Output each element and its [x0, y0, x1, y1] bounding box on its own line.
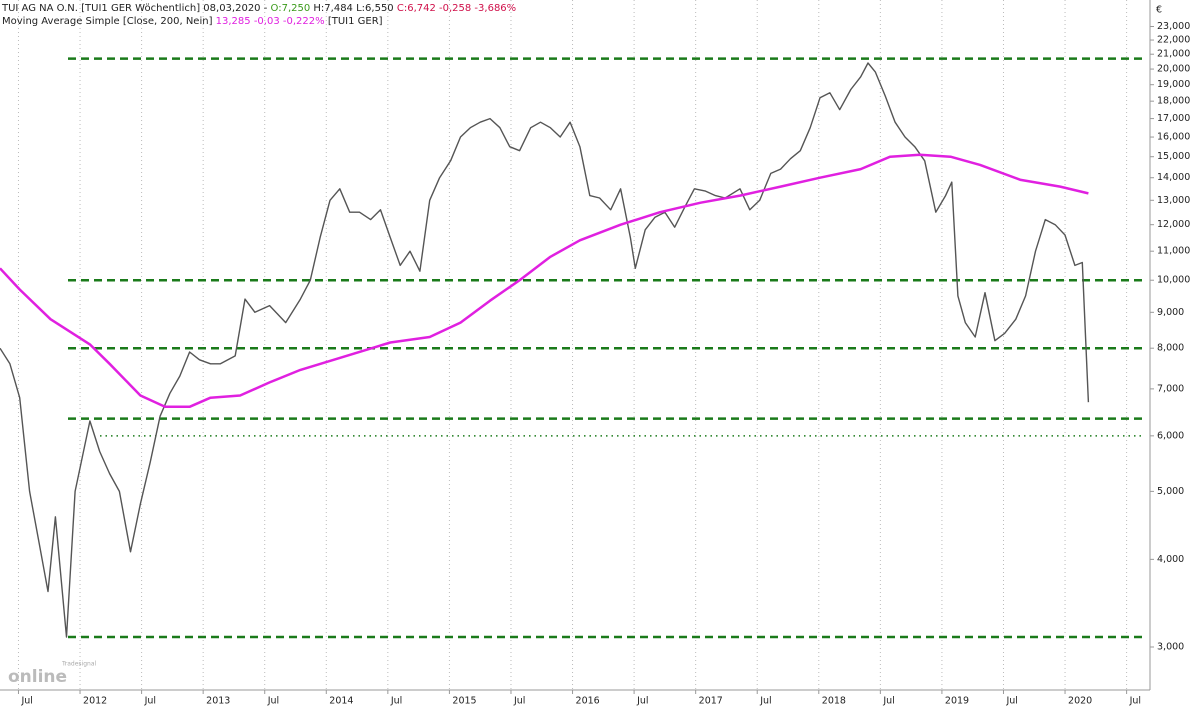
y-tick-label: 7,000 — [1157, 383, 1184, 394]
x-tick-label: 2012 — [83, 696, 107, 707]
logo-small: Tradesignal — [61, 661, 97, 668]
indicator: Moving Average Simple [Close, 200, Nein] — [2, 16, 213, 27]
open-value: O:7,250 — [271, 3, 311, 14]
x-tick-label: Jul — [267, 696, 279, 707]
close-value: C:6,742 -0,258 -3,686% — [397, 3, 516, 14]
y-tick-label: 8,000 — [1157, 343, 1184, 354]
y-tick-label: 15,000 — [1157, 151, 1190, 162]
y-tick-label: 12,000 — [1157, 219, 1190, 230]
y-tick-label: 21,000 — [1157, 49, 1190, 60]
y-tick-label: 23,000 — [1157, 21, 1190, 32]
logo-big: online — [8, 667, 67, 687]
x-tick-label: Jul — [144, 696, 156, 707]
plot-area — [0, 0, 1145, 690]
y-tick-label: 6,000 — [1157, 430, 1184, 441]
x-tick-label: 2016 — [576, 696, 600, 707]
x-tick-label: Jul — [1005, 696, 1017, 707]
x-tick-label: 2013 — [206, 696, 230, 707]
x-tick-label: Jul — [636, 696, 648, 707]
y-tick-label: 20,000 — [1157, 64, 1190, 75]
y-tick-label: 16,000 — [1157, 132, 1190, 143]
y-tick-label: 19,000 — [1157, 79, 1190, 90]
moving-average-line — [0, 153, 1089, 409]
x-tick-label: Jul — [20, 696, 32, 707]
header-line-2: Moving Average Simple [Close, 200, Nein]… — [2, 16, 383, 27]
x-tick-label: Jul — [1129, 696, 1141, 707]
header-line-1: TUI AG NA O.N. [TUI1 GER Wöchentlich] 08… — [1, 3, 516, 14]
currency: € — [1156, 5, 1162, 16]
y-tick-label: 9,000 — [1157, 307, 1184, 318]
x-tick-label: 2014 — [329, 696, 353, 707]
y-tick-label: 11,000 — [1157, 246, 1190, 257]
x-tick-label: 2018 — [822, 696, 846, 707]
x-tick-label: 2017 — [699, 696, 723, 707]
x-tick-label: 2015 — [452, 696, 476, 707]
high-low: H:7,484 L:6,550 — [313, 3, 393, 14]
logo: Tradesignal online — [8, 661, 97, 688]
x-tick-label: Jul — [882, 696, 894, 707]
y-tick-label: 3,000 — [1157, 641, 1184, 652]
x-tick-label: Jul — [759, 696, 771, 707]
y-tick-label: 22,000 — [1157, 35, 1190, 46]
y-tick-label: 14,000 — [1157, 172, 1190, 183]
y-tick-label: 17,000 — [1157, 113, 1190, 124]
y-tick-label: 18,000 — [1157, 96, 1190, 107]
y-tick-label: 13,000 — [1157, 195, 1190, 206]
x-tick-label: 2020 — [1068, 696, 1092, 707]
x-tick-label: 2019 — [945, 696, 969, 707]
y-tick-label: 5,000 — [1157, 486, 1184, 497]
indicator-symbol: [TUI1 GER] — [328, 16, 383, 27]
y-tick-label: 10,000 — [1157, 275, 1190, 286]
instrument: TUI AG NA O.N. [TUI1 GER Wöchentlich] 08… — [1, 3, 268, 14]
indicator-value: 13,285 -0,03 -0,222% — [216, 16, 325, 27]
price-line — [0, 62, 1090, 638]
x-tick-label: Jul — [513, 696, 525, 707]
y-tick-label: 4,000 — [1157, 554, 1184, 565]
x-tick-label: Jul — [390, 696, 402, 707]
